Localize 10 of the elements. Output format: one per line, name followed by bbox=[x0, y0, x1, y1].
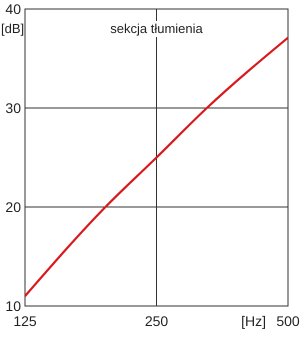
y-tick-label: 20 bbox=[5, 199, 22, 215]
y-axis-title: [dB] bbox=[1, 21, 24, 36]
y-tick-label: 10 bbox=[5, 298, 22, 314]
x-tick-label: 125 bbox=[13, 313, 37, 329]
x-tick-label: 500 bbox=[276, 313, 300, 329]
annotation: sekcja tłumienia bbox=[110, 21, 204, 36]
y-tick-label: 30 bbox=[5, 100, 22, 116]
y-tick-label: 40 bbox=[5, 1, 22, 17]
x-axis-title: [Hz] bbox=[241, 313, 266, 329]
x-tick-label: 250 bbox=[144, 313, 168, 329]
